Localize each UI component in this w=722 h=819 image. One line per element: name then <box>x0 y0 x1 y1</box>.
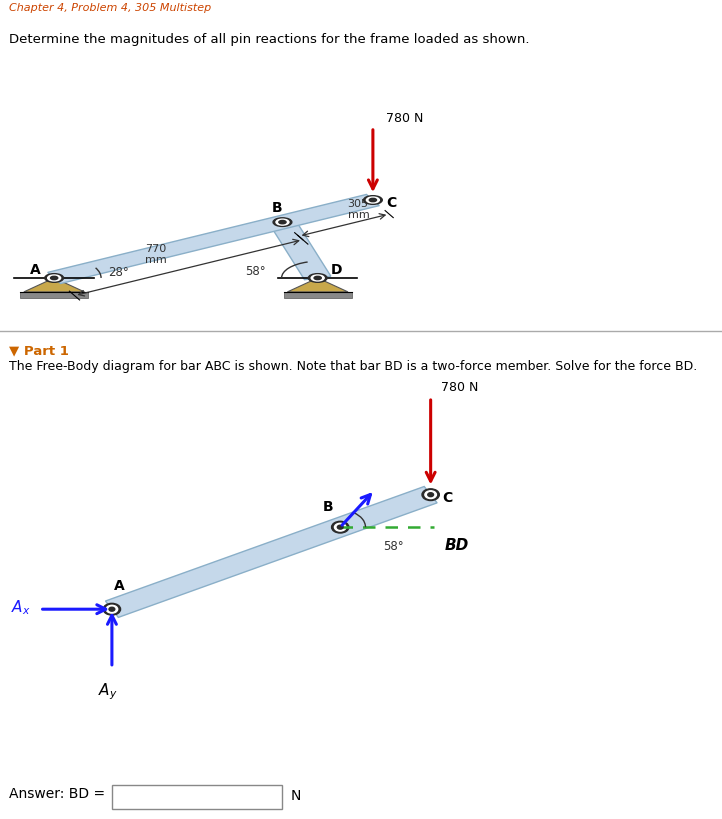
Circle shape <box>369 199 376 202</box>
Circle shape <box>51 277 58 280</box>
Text: N: N <box>290 788 300 802</box>
Polygon shape <box>105 487 437 618</box>
FancyBboxPatch shape <box>112 785 282 809</box>
Text: Answer: BD =: Answer: BD = <box>9 786 105 800</box>
Circle shape <box>103 604 121 615</box>
Text: The Free-Body diagram for bar ABC is shown. Note that bar BD is a two-force memb: The Free-Body diagram for bar ABC is sho… <box>9 360 697 373</box>
Text: 780 N: 780 N <box>386 111 423 124</box>
Circle shape <box>308 274 327 283</box>
Polygon shape <box>269 221 331 280</box>
Circle shape <box>48 276 61 282</box>
Text: C: C <box>442 491 453 505</box>
Text: $A_y$: $A_y$ <box>98 680 118 701</box>
Text: Determine the magnitudes of all pin reactions for the frame loaded as shown.: Determine the magnitudes of all pin reac… <box>9 33 529 46</box>
Text: 780 N: 780 N <box>441 381 479 394</box>
Text: 28°: 28° <box>108 265 129 278</box>
Text: 305
mm: 305 mm <box>347 198 370 219</box>
Text: B: B <box>271 201 282 215</box>
Polygon shape <box>48 195 379 284</box>
Text: A: A <box>114 578 124 592</box>
Text: 58°: 58° <box>383 540 404 553</box>
Text: ▼ Part 1: ▼ Part 1 <box>9 344 69 357</box>
Text: $A_x$: $A_x$ <box>12 598 31 617</box>
Circle shape <box>109 608 115 612</box>
Circle shape <box>331 522 349 533</box>
Circle shape <box>311 276 324 282</box>
Text: 770
mm: 770 mm <box>145 243 167 265</box>
Circle shape <box>334 523 346 532</box>
Circle shape <box>425 491 436 499</box>
Text: C: C <box>386 196 396 210</box>
Circle shape <box>427 493 433 497</box>
Circle shape <box>363 197 382 205</box>
Polygon shape <box>287 278 348 292</box>
Circle shape <box>366 197 379 204</box>
Text: A: A <box>30 263 41 277</box>
Text: Chapter 4, Problem 4, 305 Multistep: Chapter 4, Problem 4, 305 Multistep <box>9 3 211 13</box>
Circle shape <box>106 605 118 613</box>
Bar <box>20 292 88 299</box>
Text: BD: BD <box>445 537 469 553</box>
Bar <box>284 292 352 299</box>
Text: B: B <box>323 499 333 513</box>
Circle shape <box>276 219 289 226</box>
Text: 58°: 58° <box>245 265 266 278</box>
Circle shape <box>337 526 343 529</box>
Text: D: D <box>331 263 342 277</box>
Circle shape <box>273 219 292 227</box>
Circle shape <box>314 277 321 280</box>
Circle shape <box>422 489 439 501</box>
Polygon shape <box>24 278 84 292</box>
Circle shape <box>45 274 64 283</box>
Circle shape <box>279 221 286 224</box>
